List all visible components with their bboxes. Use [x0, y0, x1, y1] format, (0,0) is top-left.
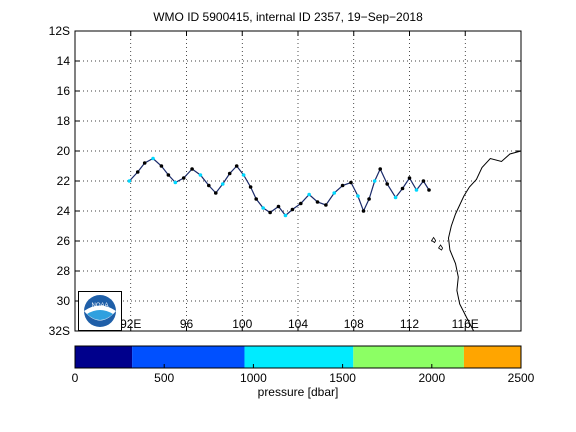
- lat-tick-label: 32S: [49, 324, 70, 338]
- track-point: [173, 180, 178, 185]
- track-point: [361, 209, 366, 213]
- track-point: [367, 197, 371, 201]
- colorbar-tick-label: 2000: [418, 371, 445, 385]
- track-point: [142, 161, 147, 165]
- plot-title: WMO ID 5900415, internal ID 2357, 19−Sep…: [153, 10, 423, 24]
- track-point: [268, 210, 272, 215]
- lat-tick-label: 20: [57, 144, 71, 158]
- track-point: [166, 173, 171, 177]
- track-point: [427, 188, 431, 192]
- track-point: [127, 179, 132, 183]
- float-track: [127, 156, 431, 218]
- coastline-path: [447, 150, 522, 332]
- colorbar-segment: [463, 346, 521, 368]
- lat-tick-label: 22: [57, 174, 71, 188]
- track-point: [227, 171, 232, 176]
- track-point: [349, 180, 353, 185]
- track-point: [248, 185, 253, 189]
- noaa-logo: NOAA: [78, 291, 122, 331]
- track-point: [340, 183, 345, 188]
- track-point: [283, 213, 288, 218]
- track-point: [241, 173, 246, 177]
- colorbar-label: pressure [dbar]: [257, 385, 339, 399]
- colorbar-tick-label: 500: [154, 371, 174, 385]
- lat-tick-label: 28: [57, 264, 71, 278]
- lon-tick-label: 112: [400, 317, 419, 331]
- track-point: [356, 194, 360, 198]
- lat-tick-label: 24: [57, 204, 71, 218]
- track-point: [324, 203, 328, 207]
- colorbar-tick-labels: 0 500 1000 1500 2000 2500: [72, 364, 535, 385]
- lat-tick-label: 16: [57, 84, 71, 98]
- track-point: [234, 164, 239, 168]
- track-point: [307, 192, 311, 197]
- track-point: [151, 156, 155, 161]
- lon-tick-label: 108: [344, 317, 364, 331]
- track-point: [385, 182, 390, 186]
- colorbar-segment: [353, 346, 464, 368]
- lat-tick-label: 12S: [49, 24, 70, 38]
- track-point: [378, 167, 383, 171]
- track-point: [290, 207, 295, 212]
- colorbar-tick-label: 1000: [240, 371, 267, 385]
- track-point: [213, 191, 218, 195]
- lat-tick-label: 30: [57, 294, 71, 308]
- track-point: [276, 204, 281, 209]
- track-point: [407, 176, 412, 180]
- track-point: [421, 179, 426, 183]
- colorbar-tick-label: 1500: [329, 371, 356, 385]
- island-shape: [438, 244, 444, 251]
- track-point: [393, 195, 398, 200]
- colorbar-tick-label: 0: [72, 371, 79, 385]
- colorbar-segment: [244, 346, 354, 368]
- track-point: [261, 206, 265, 210]
- longitude-tick-labels: 92E 96 100 104 108 112 116E: [120, 317, 479, 331]
- track-point: [372, 179, 377, 183]
- colorbar-tick-label: 2500: [508, 371, 535, 385]
- track-point: [332, 191, 337, 195]
- track-point: [135, 170, 140, 174]
- track-point: [298, 201, 303, 206]
- track-point: [315, 200, 320, 204]
- lon-tick-label: 104: [288, 317, 308, 331]
- lat-tick-label: 18: [57, 114, 71, 128]
- track-point: [400, 186, 405, 191]
- track-point: [198, 173, 203, 177]
- track-point: [414, 188, 419, 192]
- map-grid: [75, 30, 521, 332]
- noaa-logo-text: NOAA: [91, 303, 108, 309]
- track-point: [159, 164, 164, 168]
- lon-tick-label: 100: [232, 317, 252, 331]
- track-point: [220, 182, 225, 186]
- coastline: [431, 150, 522, 332]
- lon-tick-label: 96: [180, 317, 194, 331]
- lon-tick-label: 116E: [452, 317, 479, 331]
- lat-tick-label: 26: [57, 234, 71, 248]
- island-shape: [431, 236, 437, 244]
- colorbar-segment: [132, 346, 245, 368]
- colorbar-segment: [75, 346, 133, 368]
- pressure-colorbar: [74, 345, 522, 369]
- latitude-tick-labels: 12S 14 16 18 20 22 24 26 28 30 32S: [49, 24, 71, 338]
- colorbar-frame: [74, 345, 522, 369]
- track-point: [254, 197, 258, 201]
- track-point: [190, 167, 194, 171]
- lat-tick-label: 14: [57, 54, 71, 68]
- track-point: [207, 183, 211, 188]
- lon-tick-label: 92E: [120, 317, 141, 331]
- track-point: [181, 176, 186, 180]
